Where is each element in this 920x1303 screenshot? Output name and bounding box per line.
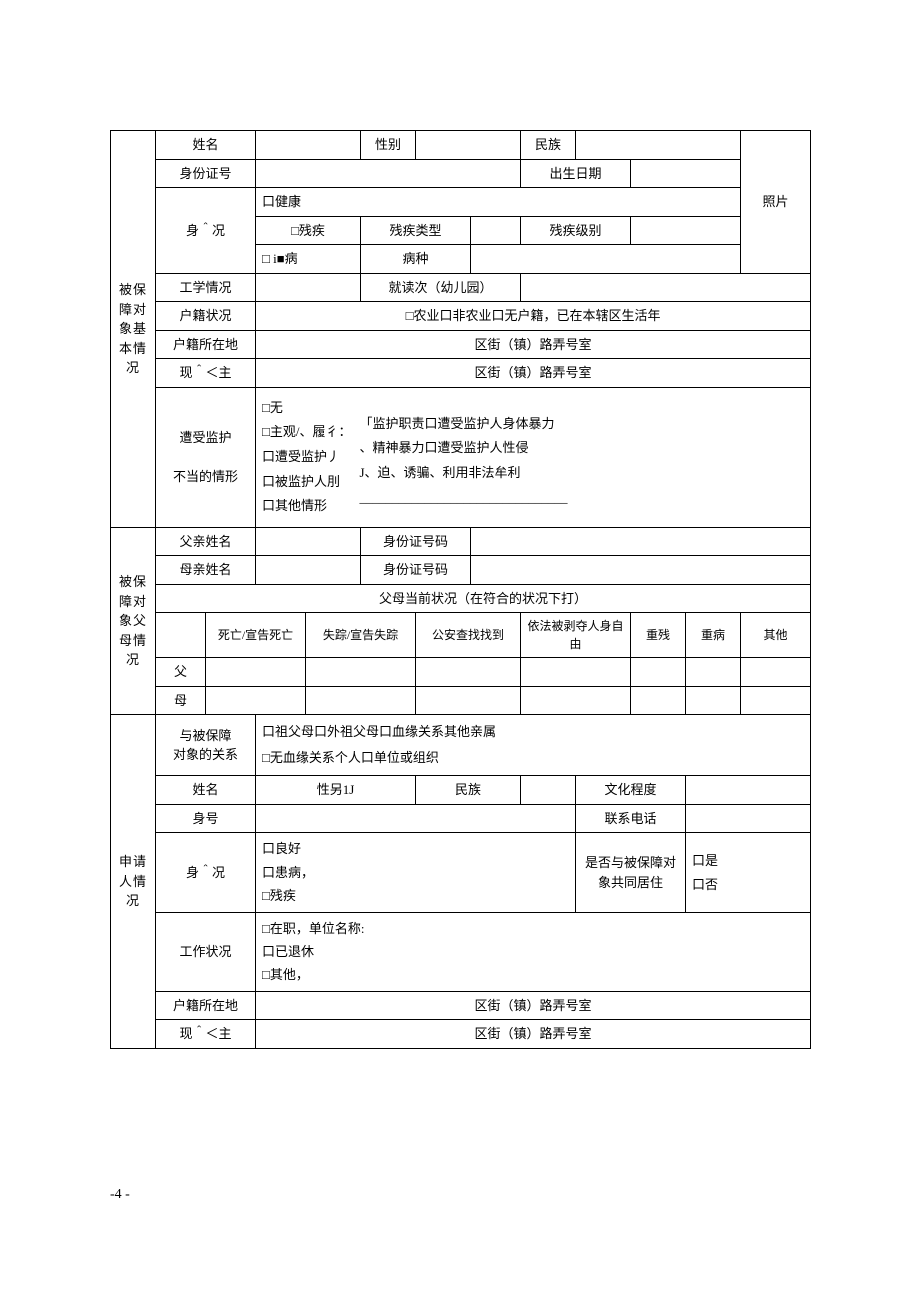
field-dob[interactable] — [631, 159, 741, 188]
field-study-at[interactable] — [521, 273, 811, 302]
field-cohabit[interactable]: 口是 口否 — [686, 833, 811, 912]
field-dis-level[interactable] — [631, 216, 741, 245]
label-guardian: 遭受监护 不当的情形 — [156, 387, 256, 527]
field-app-ethnic[interactable] — [521, 776, 576, 805]
father-c6[interactable] — [686, 658, 741, 687]
field-mother-name[interactable] — [256, 556, 361, 585]
label-app-phone: 联系电话 — [576, 804, 686, 833]
checkbox-healthy[interactable]: 口健康 — [256, 188, 741, 217]
col-deprived: 依法被剥夺人身自由 — [521, 613, 631, 658]
field-app-edu[interactable] — [686, 776, 811, 805]
label-hukou-addr: 户籍所在地 — [156, 330, 256, 359]
field-curr-addr[interactable]: 区街（镇）路弄号室 — [256, 359, 811, 388]
col-death: 死亡/宣告死亡 — [206, 613, 306, 658]
mother-c7[interactable] — [741, 686, 811, 715]
field-dis-type[interactable] — [471, 216, 521, 245]
mother-c3[interactable] — [416, 686, 521, 715]
field-study[interactable] — [256, 273, 361, 302]
field-father-name[interactable] — [256, 527, 361, 556]
label-app-hukou: 户籍所在地 — [156, 991, 256, 1020]
col-severe-dis: 重残 — [631, 613, 686, 658]
col-missing: 失踪/宣告失踪 — [306, 613, 416, 658]
label-dis-type: 残疾类型 — [361, 216, 471, 245]
label-app-id: 身号 — [156, 804, 256, 833]
label-ethnic: 民族 — [521, 131, 576, 160]
label-mother-id: 身份证号码 — [361, 556, 471, 585]
field-app-work[interactable]: □在职，单位名称: 口已退休 □其他， — [256, 912, 811, 991]
field-guardian[interactable]: □无 □主观/、履彳： 口遭受监护丿 口被监护人刖 口其他情形 「监护职责口遭受… — [256, 387, 811, 527]
field-mother-id[interactable] — [471, 556, 811, 585]
label-app-work: 工作状况 — [156, 912, 256, 991]
label-hukou-status: 户籍状况 — [156, 302, 256, 331]
col-other: 其他 — [741, 613, 811, 658]
label-study: 工学情况 — [156, 273, 256, 302]
section1-header: 被保障对象基本情况 — [111, 131, 156, 528]
field-app-id[interactable] — [256, 804, 576, 833]
field-app-curr[interactable]: 区街（镇）路弄号室 — [256, 1020, 811, 1049]
mother-c2[interactable] — [306, 686, 416, 715]
row-mother-label: 母 — [156, 686, 206, 715]
label-illness-type: 病种 — [361, 245, 471, 274]
section2-header: 被保障对象父母情况 — [111, 527, 156, 715]
field-app-hukou[interactable]: 区街（镇）路弄号室 — [256, 991, 811, 1020]
label-curr-addr: 现＾＜主 — [156, 359, 256, 388]
label-id: 身份证号 — [156, 159, 256, 188]
photo-box: 照片 — [741, 131, 811, 274]
checkbox-disabled[interactable]: □残疾 — [256, 216, 361, 245]
label-app-body: 身＾况 — [156, 833, 256, 912]
mother-c1[interactable] — [206, 686, 306, 715]
field-hukou-addr[interactable]: 区街（镇）路弄号室 — [256, 330, 811, 359]
field-father-id[interactable] — [471, 527, 811, 556]
label-name: 姓名 — [156, 131, 256, 160]
label-app-curr: 现＾＜主 — [156, 1020, 256, 1049]
label-study-at: 就读次（幼儿园） — [361, 273, 521, 302]
label-cohabit: 是否与被保障对象共同居住 — [576, 833, 686, 912]
label-gender: 性别 — [361, 131, 416, 160]
label-dis-level: 残疾级别 — [521, 216, 631, 245]
father-c4[interactable] — [521, 658, 631, 687]
label-relation: 与被保障 对象的关系 — [156, 715, 256, 776]
father-c1[interactable] — [206, 658, 306, 687]
parent-status-header: 父母当前状况（在符合的状况下打） — [156, 584, 811, 613]
field-relation[interactable]: 口祖父母口外祖父母口血缘关系其他亲属 □无血缘关系个人口单位或组织 — [256, 715, 811, 776]
mother-c6[interactable] — [686, 686, 741, 715]
page-number: -4 - — [110, 1187, 130, 1203]
label-father-id: 身份证号码 — [361, 527, 471, 556]
field-name[interactable] — [256, 131, 361, 160]
row-father-label: 父 — [156, 658, 206, 687]
field-ethnic[interactable] — [576, 131, 741, 160]
field-app-phone[interactable] — [686, 804, 811, 833]
label-app-gender: 性另1J — [256, 776, 416, 805]
father-c2[interactable] — [306, 658, 416, 687]
mother-c4[interactable] — [521, 686, 631, 715]
label-body: 身＾况 — [156, 188, 256, 274]
father-c3[interactable] — [416, 658, 521, 687]
section3-header: 申请人情况 — [111, 715, 156, 1048]
field-app-body[interactable]: 口良好 口患病， □残疾 — [256, 833, 576, 912]
field-illness-type[interactable] — [471, 245, 741, 274]
label-app-name: 姓名 — [156, 776, 256, 805]
label-app-edu: 文化程度 — [576, 776, 686, 805]
page: 被保障对象基本情况 姓名 性别 民族 照片 身份证号 出生日期 身＾况 口健康 … — [0, 0, 920, 1303]
father-c7[interactable] — [741, 658, 811, 687]
label-app-ethnic: 民族 — [416, 776, 521, 805]
field-gender[interactable] — [416, 131, 521, 160]
label-dob: 出生日期 — [521, 159, 631, 188]
label-father: 父亲姓名 — [156, 527, 256, 556]
col-police: 公安查找找到 — [416, 613, 521, 658]
blank-cell — [156, 613, 206, 658]
field-hukou-status[interactable]: □农业口非农业口无户籍，已在本辖区生活年 — [256, 302, 811, 331]
father-c5[interactable] — [631, 658, 686, 687]
checkbox-illness[interactable]: □ i■病 — [256, 245, 361, 274]
label-mother: 母亲姓名 — [156, 556, 256, 585]
form-table: 被保障对象基本情况 姓名 性别 民族 照片 身份证号 出生日期 身＾况 口健康 … — [110, 130, 811, 1049]
field-id[interactable] — [256, 159, 521, 188]
col-severe-ill: 重病 — [686, 613, 741, 658]
mother-c5[interactable] — [631, 686, 686, 715]
